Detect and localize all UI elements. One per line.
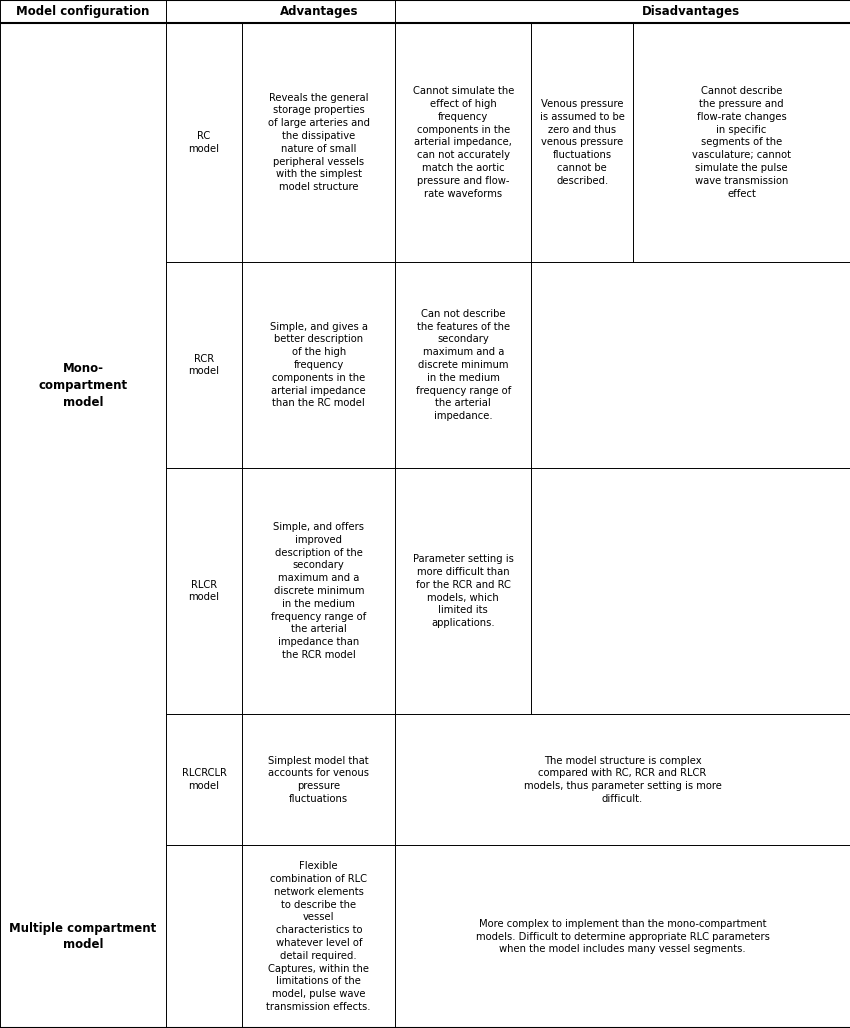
Text: Model configuration: Model configuration [16,5,150,17]
Text: The model structure is complex
compared with RC, RCR and RLCR
models, thus param: The model structure is complex compared … [524,756,722,804]
Text: Cannot describe
the pressure and
flow-rate changes
in specific
segments of the
v: Cannot describe the pressure and flow-ra… [692,86,791,198]
Text: RLCR
model: RLCR model [189,580,219,602]
Text: More complex to implement than the mono-compartment
models. Difficult to determi: More complex to implement than the mono-… [476,919,769,954]
Text: Disadvantages: Disadvantages [642,5,740,17]
Text: Simple, and offers
improved
description of the
secondary
maximum and a
discrete : Simple, and offers improved description … [271,522,366,660]
Text: Advantages: Advantages [280,5,358,17]
Text: Parameter setting is
more difficult than
for the RCR and RC
models, which
limite: Parameter setting is more difficult than… [413,554,513,628]
Text: Cannot simulate the
effect of high
frequency
components in the
arterial impedanc: Cannot simulate the effect of high frequ… [412,86,514,198]
Text: RC
model: RC model [189,131,219,154]
Text: Flexible
combination of RLC
network elements
to describe the
vessel
characterist: Flexible combination of RLC network elem… [267,861,371,1012]
Text: RLCRCLR
model: RLCRCLR model [182,768,226,792]
Text: Reveals the general
storage properties
of large arteries and
the dissipative
nat: Reveals the general storage properties o… [268,93,370,192]
Text: Simple, and gives a
better description
of the high
frequency
components in the
a: Simple, and gives a better description o… [269,322,368,408]
Text: Venous pressure
is assumed to be
zero and thus
venous pressure
fluctuations
cann: Venous pressure is assumed to be zero an… [540,99,625,186]
Text: Can not describe
the features of the
secondary
maximum and a
discrete minimum
in: Can not describe the features of the sec… [416,308,511,421]
Text: Mono-
compartment
model: Mono- compartment model [38,363,128,408]
Text: Multiple compartment
model: Multiple compartment model [9,922,156,951]
Text: Simplest model that
accounts for venous
pressure
fluctuations: Simplest model that accounts for venous … [269,756,369,804]
Text: RCR
model: RCR model [189,354,219,376]
